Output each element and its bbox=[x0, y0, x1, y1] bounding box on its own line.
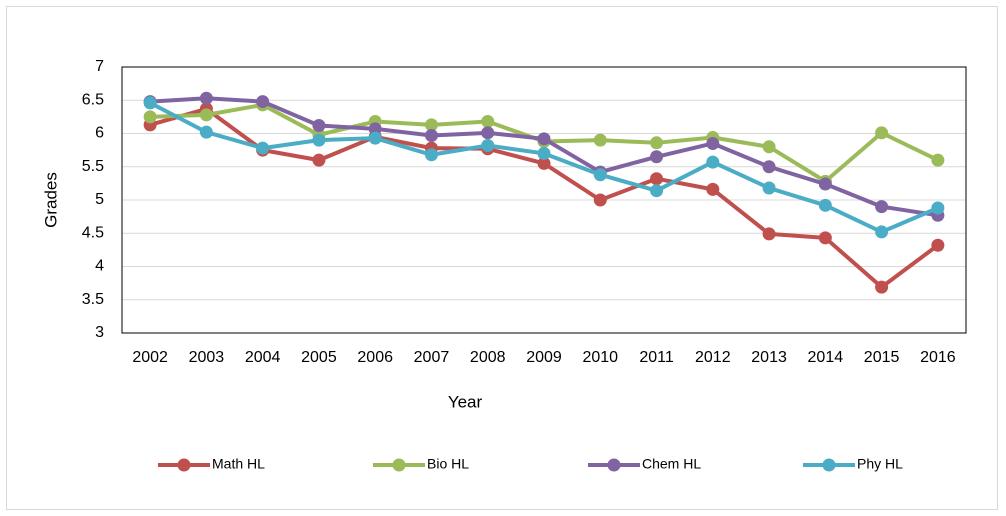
data-point bbox=[706, 155, 720, 169]
data-point bbox=[593, 168, 607, 182]
data-point bbox=[706, 136, 720, 150]
y-tick-label: 3.5 bbox=[82, 291, 104, 308]
data-point bbox=[199, 125, 213, 139]
data-point bbox=[593, 133, 607, 147]
data-point bbox=[931, 153, 945, 167]
data-point bbox=[312, 153, 326, 167]
y-tick-label: 6.5 bbox=[82, 91, 104, 108]
data-point bbox=[312, 119, 326, 133]
x-tick-label: 2016 bbox=[920, 349, 956, 366]
x-axis-label: Year bbox=[448, 392, 483, 411]
data-point bbox=[762, 181, 776, 195]
data-point bbox=[256, 141, 270, 155]
legend-marker bbox=[607, 458, 621, 472]
legend-marker bbox=[392, 458, 406, 472]
x-tick-label: 2014 bbox=[808, 349, 844, 366]
x-tick-label: 2005 bbox=[301, 349, 337, 366]
data-point bbox=[199, 108, 213, 122]
y-tick-label: 4 bbox=[95, 258, 104, 275]
data-point bbox=[537, 146, 551, 160]
y-tick-label: 4.5 bbox=[82, 224, 104, 241]
x-tick-label: 2006 bbox=[357, 349, 393, 366]
x-tick-label: 2013 bbox=[751, 349, 787, 366]
x-tick-label: 2008 bbox=[470, 349, 506, 366]
data-point bbox=[875, 225, 889, 239]
data-point bbox=[481, 126, 495, 140]
plot-border bbox=[121, 66, 967, 334]
data-point bbox=[199, 91, 213, 105]
data-point bbox=[424, 148, 438, 162]
legend-label: Math HL bbox=[212, 456, 265, 472]
legend-label: Phy HL bbox=[857, 456, 903, 472]
data-point bbox=[593, 193, 607, 207]
data-point bbox=[931, 238, 945, 252]
data-point bbox=[762, 140, 776, 154]
x-tick-label: 2009 bbox=[526, 349, 562, 366]
x-tick-label: 2012 bbox=[695, 349, 731, 366]
data-point bbox=[256, 95, 270, 109]
y-tick-label: 5 bbox=[95, 191, 104, 208]
x-tick-label: 2011 bbox=[639, 349, 674, 366]
data-point bbox=[650, 172, 664, 186]
legend-marker bbox=[177, 458, 191, 472]
data-point bbox=[537, 132, 551, 146]
data-point bbox=[481, 138, 495, 152]
y-tick-label: 7 bbox=[95, 58, 104, 75]
y-tick-label: 6 bbox=[95, 125, 104, 142]
x-tick-label: 2004 bbox=[245, 349, 281, 366]
data-point bbox=[650, 184, 664, 198]
data-point bbox=[312, 133, 326, 147]
y-axis-label: Grades bbox=[41, 172, 60, 228]
legend-label: Bio HL bbox=[427, 456, 469, 472]
x-tick-label: 2003 bbox=[189, 349, 225, 366]
data-point bbox=[762, 160, 776, 174]
data-point bbox=[650, 150, 664, 164]
data-point bbox=[706, 182, 720, 196]
data-point bbox=[537, 156, 551, 170]
data-point bbox=[875, 280, 889, 294]
x-tick-label: 2002 bbox=[132, 349, 168, 366]
y-tick-label: 5.5 bbox=[82, 158, 104, 175]
x-tick-label: 2007 bbox=[414, 349, 450, 366]
legend-label: Chem HL bbox=[642, 456, 701, 472]
x-tick-label: 2010 bbox=[582, 349, 618, 366]
data-point bbox=[762, 227, 776, 241]
data-point bbox=[931, 201, 945, 215]
x-tick-label: 2015 bbox=[864, 349, 900, 366]
chart-frame bbox=[6, 6, 998, 510]
data-point bbox=[481, 115, 495, 129]
y-tick-label: 3 bbox=[95, 324, 104, 341]
data-point bbox=[818, 177, 832, 191]
data-point bbox=[143, 96, 157, 110]
data-point bbox=[875, 200, 889, 214]
data-point bbox=[818, 198, 832, 212]
data-point bbox=[424, 128, 438, 142]
data-point bbox=[424, 118, 438, 132]
legend-marker bbox=[822, 458, 836, 472]
data-point bbox=[650, 136, 664, 150]
data-point bbox=[368, 122, 382, 136]
data-point bbox=[143, 110, 157, 124]
data-point bbox=[818, 231, 832, 245]
data-point bbox=[368, 131, 382, 145]
data-point bbox=[875, 126, 889, 140]
